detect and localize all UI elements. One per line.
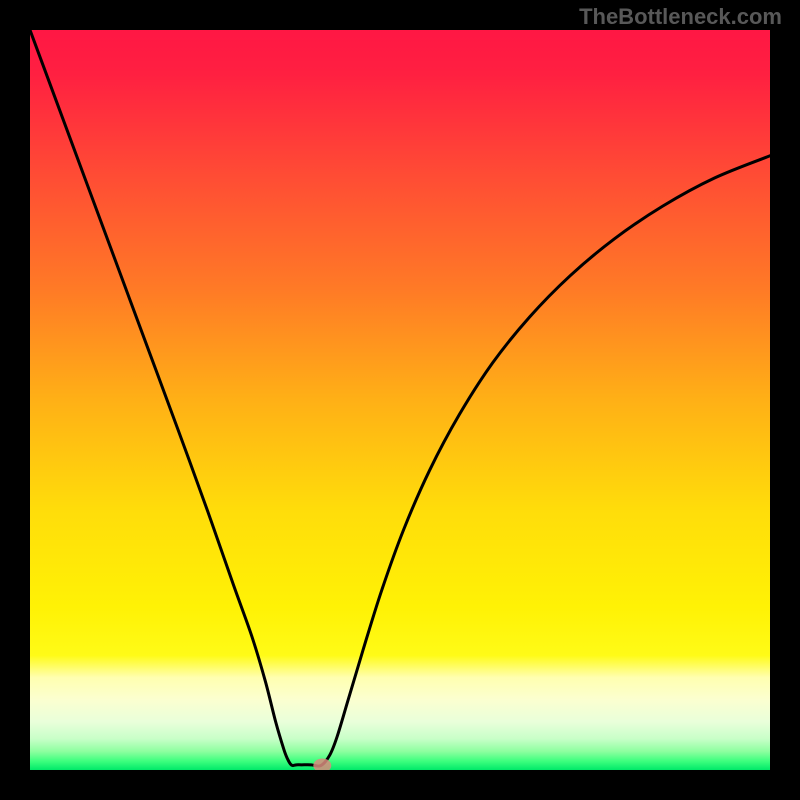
plot-area bbox=[30, 30, 770, 770]
optimum-marker bbox=[313, 759, 331, 770]
watermark-text: TheBottleneck.com bbox=[579, 4, 782, 30]
curve-layer bbox=[30, 30, 770, 770]
chart-container: TheBottleneck.com bbox=[0, 0, 800, 800]
bottleneck-curve bbox=[30, 30, 770, 766]
